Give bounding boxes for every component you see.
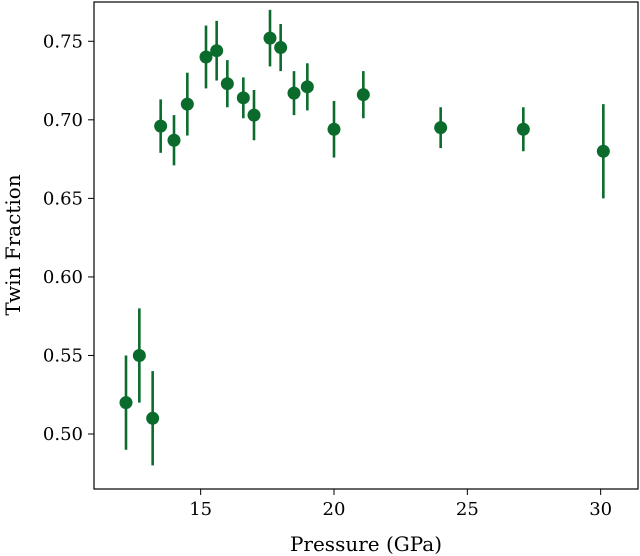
- data-point: [154, 119, 168, 133]
- y-tick-label: 0.50: [43, 424, 83, 445]
- data-point: [300, 80, 314, 94]
- data-point: [434, 121, 448, 135]
- data-point: [220, 77, 234, 91]
- x-tick-label: 30: [589, 499, 612, 520]
- data-point: [210, 44, 224, 58]
- y-tick-label: 0.60: [43, 267, 83, 288]
- data-point: [236, 91, 250, 105]
- y-tick-label: 0.75: [43, 31, 83, 52]
- data-point: [327, 122, 341, 136]
- data-point: [119, 396, 133, 410]
- data-point: [199, 50, 213, 64]
- data-point: [247, 108, 261, 122]
- data-point: [516, 122, 530, 136]
- data-point: [287, 86, 301, 100]
- error-bars: [124, 9, 605, 466]
- data-point: [146, 411, 160, 425]
- y-tick-label: 0.55: [43, 345, 83, 366]
- data-point: [167, 133, 181, 147]
- y-axis-label: Twin Fraction: [1, 174, 25, 315]
- data-point: [596, 144, 610, 158]
- x-tick-label: 25: [456, 499, 479, 520]
- data-point: [274, 41, 288, 55]
- x-tick-label: 20: [323, 499, 346, 520]
- data-point: [132, 348, 146, 362]
- x-axis-label: Pressure (GPa): [290, 532, 442, 556]
- data-point: [263, 31, 277, 45]
- plot-frame: [93, 1, 639, 490]
- y-axis-ticks: 0.50 0.55 0.60 0.65 0.70 0.75: [43, 31, 94, 445]
- y-tick-label: 0.70: [43, 110, 83, 131]
- x-axis-ticks: 15 20 25 30: [189, 489, 612, 520]
- y-tick-label: 0.65: [43, 188, 83, 209]
- data-point: [356, 88, 370, 102]
- data-point: [180, 97, 194, 111]
- x-tick-label: 15: [189, 499, 212, 520]
- data-points: [119, 31, 610, 425]
